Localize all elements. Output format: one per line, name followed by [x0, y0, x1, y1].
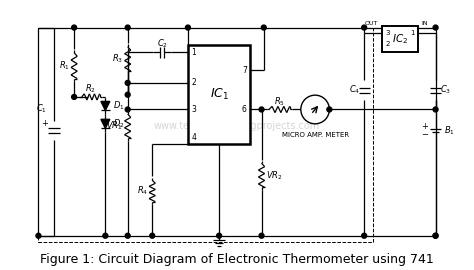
- Circle shape: [327, 107, 332, 112]
- Circle shape: [362, 25, 366, 30]
- Polygon shape: [101, 119, 110, 128]
- Circle shape: [72, 94, 77, 99]
- Text: $R_5$: $R_5$: [274, 95, 285, 108]
- Text: 2: 2: [191, 78, 196, 87]
- Polygon shape: [101, 102, 110, 110]
- Text: 1: 1: [410, 30, 415, 36]
- Circle shape: [125, 80, 130, 85]
- Text: OUT: OUT: [365, 21, 378, 26]
- Circle shape: [217, 233, 222, 238]
- Text: $C_3$: $C_3$: [440, 84, 451, 96]
- Circle shape: [433, 107, 438, 112]
- Text: 2: 2: [385, 41, 390, 48]
- Text: $C_2$: $C_2$: [157, 38, 168, 50]
- Bar: [382, 26, 418, 52]
- Text: −: −: [421, 130, 428, 139]
- Text: 6: 6: [242, 105, 247, 114]
- Text: 4: 4: [191, 133, 196, 142]
- Text: 3: 3: [191, 105, 196, 114]
- Circle shape: [301, 95, 329, 124]
- Text: 7: 7: [242, 66, 247, 75]
- Circle shape: [261, 25, 266, 30]
- Circle shape: [125, 107, 130, 112]
- Text: $C_4$: $C_4$: [349, 84, 360, 96]
- Text: $VR_2$: $VR_2$: [266, 169, 283, 181]
- Text: www.testengineeringprojects.com: www.testengineeringprojects.com: [154, 121, 320, 131]
- Text: $D_2$: $D_2$: [113, 117, 125, 130]
- Circle shape: [433, 233, 438, 238]
- Text: 1: 1: [191, 48, 196, 57]
- Circle shape: [72, 25, 77, 30]
- Circle shape: [433, 233, 438, 238]
- Text: Figure 1: Circuit Diagram of Electronic Thermometer using 741: Figure 1: Circuit Diagram of Electronic …: [40, 253, 434, 266]
- Text: $R_1$: $R_1$: [59, 59, 70, 72]
- Circle shape: [362, 233, 366, 238]
- Circle shape: [259, 107, 264, 112]
- Text: $R_4$: $R_4$: [137, 185, 148, 197]
- Text: $D_1$: $D_1$: [113, 100, 125, 112]
- Text: $B_1$: $B_1$: [444, 124, 455, 137]
- Circle shape: [259, 233, 264, 238]
- Circle shape: [185, 25, 191, 30]
- Circle shape: [36, 233, 41, 238]
- Text: +: +: [41, 119, 48, 128]
- Text: +: +: [421, 122, 428, 131]
- Circle shape: [150, 233, 155, 238]
- Bar: [38, 28, 373, 242]
- Text: IN: IN: [421, 21, 428, 26]
- Text: $VR_1$: $VR_1$: [106, 120, 123, 132]
- Circle shape: [433, 25, 438, 30]
- Circle shape: [125, 25, 130, 30]
- Text: $IC_2$: $IC_2$: [392, 32, 408, 46]
- Text: $C_1$: $C_1$: [36, 103, 47, 115]
- Bar: [188, 45, 250, 144]
- Text: $R_2$: $R_2$: [85, 83, 96, 95]
- Circle shape: [103, 233, 108, 238]
- Text: $R_3$: $R_3$: [112, 53, 123, 65]
- Text: MICRO AMP. METER: MICRO AMP. METER: [282, 132, 349, 138]
- Text: 3: 3: [385, 30, 390, 36]
- Circle shape: [125, 92, 130, 97]
- Circle shape: [125, 233, 130, 238]
- Text: $IC_1$: $IC_1$: [210, 87, 229, 102]
